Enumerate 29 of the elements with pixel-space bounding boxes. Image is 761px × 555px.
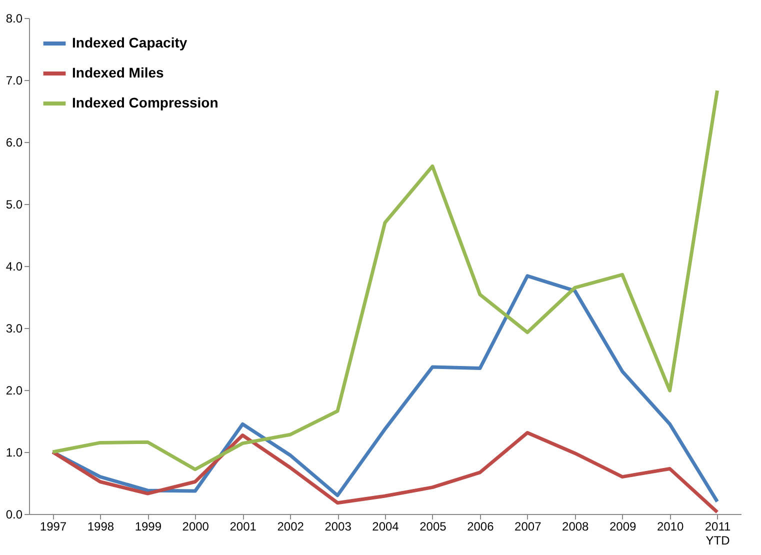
x-tick-label: 2006 [467,520,494,534]
x-tick-label: 2004 [372,520,400,534]
x-tick-label: 1999 [134,520,162,534]
x-tick-label: 2008 [562,520,590,534]
line-series [50,431,720,514]
x-tick-label: 2003 [324,520,352,534]
x-tick-label: 1998 [87,520,114,534]
x-tick-label: 2005 [420,520,447,534]
x-tick-label: 2002 [277,520,304,534]
legend-label: Indexed Miles [72,64,164,80]
y-tick-label: 7.0 [6,74,23,88]
x-tick-label: 2000 [182,520,210,534]
y-tick-label: 1.0 [6,446,23,460]
legend-label: Indexed Capacity [72,34,188,50]
x-tick-label: 2011 YTD [704,520,731,548]
line-series [50,88,720,472]
x-tick-label: 2009 [609,520,637,534]
x-tick-label: 2001 [230,520,257,534]
x-tick-label: 1997 [40,520,67,534]
x-tick-label: 2007 [514,520,542,534]
y-tick-label: 3.0 [6,322,23,336]
y-tick-label: 8.0 [6,12,23,26]
y-tick-label: 5.0 [6,198,23,212]
y-tick-label: 0.0 [6,508,23,522]
y-tick-label: 4.0 [6,260,23,274]
y-tick-label: 2.0 [6,384,23,398]
y-tick-label: 6.0 [6,136,23,150]
x-tick-label: 2010 [656,520,684,534]
legend-label: Indexed Compression [72,94,218,110]
